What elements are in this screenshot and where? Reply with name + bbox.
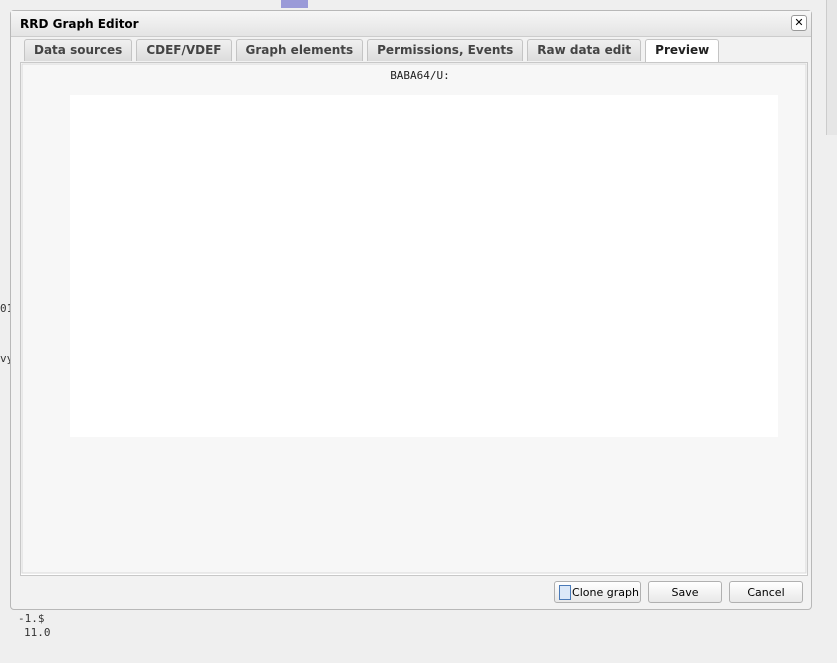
bg-text: vy: [0, 352, 14, 365]
bg-strip: [826, 0, 837, 135]
button-label: Save: [671, 586, 699, 599]
tab[interactable]: Raw data edit: [527, 39, 642, 61]
clone-icon: [559, 585, 571, 600]
tab[interactable]: Preview: [645, 39, 720, 63]
bg-text: 01: [0, 302, 14, 315]
tab[interactable]: Permissions, Events: [367, 39, 524, 61]
tab[interactable]: Data sources: [24, 39, 133, 61]
bg-text: 11.0: [24, 626, 51, 639]
cancel-button[interactable]: Cancel: [729, 581, 803, 603]
bg-text: -1.$: [18, 612, 45, 625]
close-button[interactable]: ✕: [791, 15, 807, 31]
save-button[interactable]: Save: [648, 581, 722, 603]
clone-button[interactable]: Clone graph: [554, 581, 641, 603]
dialog-title: RRD Graph Editor: [11, 11, 811, 37]
button-label: Cancel: [747, 586, 785, 599]
tab[interactable]: CDEF/VDEF: [136, 39, 232, 61]
plot-area: [70, 95, 778, 437]
tab[interactable]: Graph elements: [235, 39, 364, 61]
tabs: Data sources CDEF/VDEF Graph elements Permi…: [24, 39, 720, 63]
chart-title: BABA64/U:: [390, 69, 450, 82]
bg-bar: [281, 0, 308, 8]
button-label: Clone graph: [572, 586, 639, 599]
